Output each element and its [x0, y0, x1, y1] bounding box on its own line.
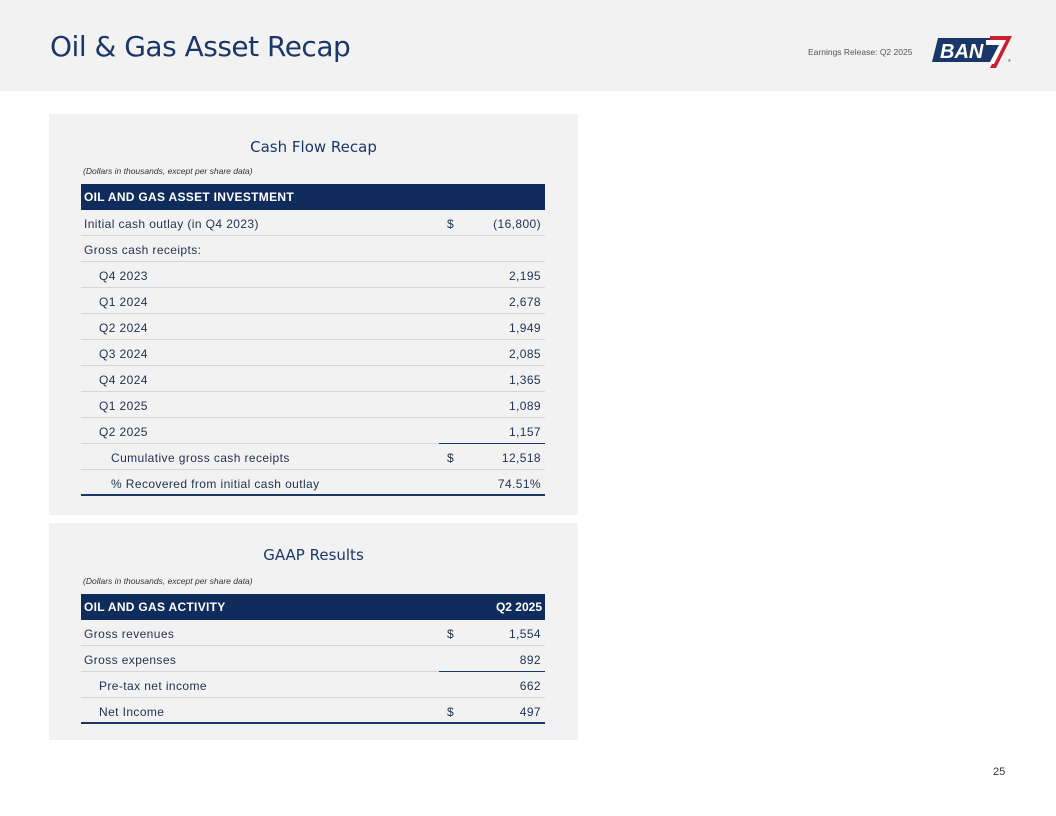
gaap-row-value: 1,554	[508, 627, 541, 641]
cash-flow-row: % Recovered from initial cash outlay 74.5…	[81, 470, 545, 496]
cash-flow-header-label: OIL AND GAS ASSET INVESTMENT	[84, 190, 294, 204]
cash-flow-row: Initial cash outlay (in Q4 2023) $ (16,800…	[81, 210, 545, 236]
svg-text:BAN: BAN	[940, 41, 984, 63]
cash-flow-row-value: 2,085	[508, 347, 541, 361]
cash-flow-row-value: 2,195	[508, 269, 541, 283]
gaap-row-value: 892	[519, 653, 541, 667]
cash-flow-table: OIL AND GAS ASSET INVESTMENT Initial cas…	[81, 184, 545, 496]
gaap-row-value: 662	[519, 679, 541, 693]
cash-flow-row: Q1 2024 2,678	[81, 288, 545, 314]
svg-text:®: ®	[1008, 58, 1011, 63]
cash-flow-row-label: Q2 2024	[99, 321, 148, 335]
cash-flow-row: Q4 2024 1,365	[81, 366, 545, 392]
cash-flow-row: Q3 2024 2,085	[81, 340, 545, 366]
cash-flow-title: Cash Flow Recap	[250, 138, 377, 156]
gaap-header-period: Q2 2025	[495, 600, 542, 614]
cash-flow-row: Q2 2024 1,949	[81, 314, 545, 340]
gaap-row-currency: $	[447, 705, 455, 719]
cash-flow-row-label: Q4 2023	[99, 269, 148, 283]
gaap-row: Gross expenses 892	[81, 646, 545, 672]
page-title: Oil & Gas Asset Recap	[50, 30, 351, 63]
gaap-row-label: Gross expenses	[84, 653, 177, 667]
cash-flow-row: Q2 2025 1,157	[81, 418, 545, 444]
gaap-row-label: Pre-tax net income	[99, 679, 207, 693]
cash-flow-row-value: 1,949	[508, 321, 541, 335]
gaap-title: GAAP Results	[263, 546, 364, 564]
cash-flow-row-label: Cumulative gross cash receipts	[111, 451, 290, 465]
cash-flow-table-header: OIL AND GAS ASSET INVESTMENT	[81, 184, 545, 210]
cash-flow-row: Q4 2023 2,195	[81, 262, 545, 288]
gaap-table: OIL AND GAS ACTIVITY Q2 2025 Gross reven…	[81, 594, 545, 724]
cash-flow-note: (Dollars in thousands, except per share …	[83, 166, 253, 176]
gaap-row-value: 497	[519, 705, 541, 719]
gaap-row-label: Net Income	[99, 705, 165, 719]
cash-flow-row: Cumulative gross cash receipts $12,518	[81, 443, 545, 470]
cash-flow-row-label: Q2 2025	[99, 425, 148, 439]
cash-flow-row-currency: $	[447, 217, 455, 231]
cash-flow-row: Q1 2025 1,089	[81, 392, 545, 418]
cash-flow-row-value: 1,157	[508, 425, 541, 439]
cash-flow-row-value: 12,518	[501, 451, 541, 465]
bank7-logo: BAN ®	[932, 36, 1012, 68]
gaap-row: Net Income $497	[81, 698, 545, 724]
cash-flow-row-label: Q4 2024	[99, 373, 148, 387]
gaap-table-header: OIL AND GAS ACTIVITY Q2 2025	[81, 594, 545, 620]
cash-flow-row-label: Q3 2024	[99, 347, 148, 361]
gaap-header-label: OIL AND GAS ACTIVITY	[84, 600, 226, 614]
gaap-note: (Dollars in thousands, except per share …	[83, 576, 253, 586]
header-bar: Oil & Gas Asset Recap Earnings Release: …	[0, 0, 1056, 91]
cash-flow-row-value: 74.51%	[497, 477, 541, 491]
cash-flow-panel: Cash Flow Recap (Dollars in thousands, e…	[49, 114, 578, 515]
gaap-panel: GAAP Results (Dollars in thousands, exce…	[49, 523, 578, 740]
cash-flow-row-label: Q1 2025	[99, 399, 148, 413]
cash-flow-row-value: 1,089	[508, 399, 541, 413]
gaap-row: Pre-tax net income 662	[81, 671, 545, 698]
gaap-row-currency: $	[447, 627, 455, 641]
cash-flow-row-label: Initial cash outlay (in Q4 2023)	[84, 217, 259, 231]
cash-flow-row-label: Gross cash receipts:	[84, 243, 202, 257]
cash-flow-row-value: 1,365	[508, 373, 541, 387]
earnings-release-label: Earnings Release: Q2 2025	[808, 47, 913, 57]
cash-flow-row-value: (16,800)	[493, 217, 541, 231]
subtotal-rule	[439, 443, 545, 444]
cash-flow-row: Gross cash receipts:	[81, 236, 545, 262]
cash-flow-row-label: Q1 2024	[99, 295, 148, 309]
gaap-row: Gross revenues $1,554	[81, 620, 545, 646]
cash-flow-row-value: 2,678	[508, 295, 541, 309]
gaap-row-label: Gross revenues	[84, 627, 175, 641]
cash-flow-row-currency: $	[447, 451, 455, 465]
subtotal-rule	[439, 671, 545, 672]
cash-flow-row-label: % Recovered from initial cash outlay	[111, 477, 320, 491]
page-number: 25	[993, 766, 1006, 778]
